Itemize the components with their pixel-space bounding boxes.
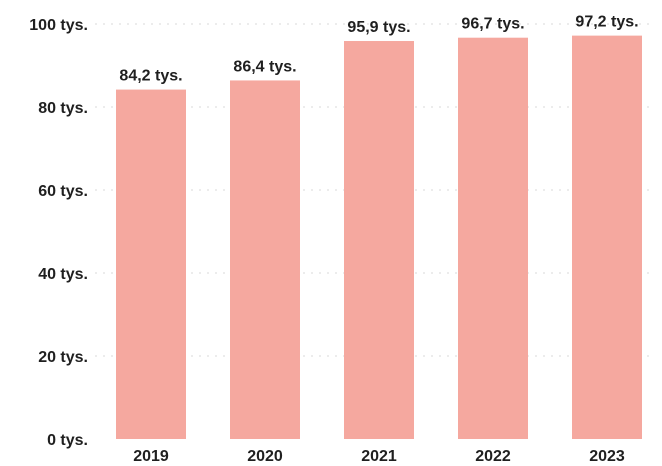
y-tick-label: 0 tys. xyxy=(47,432,88,449)
bar-2023 xyxy=(572,35,642,440)
bar-2021 xyxy=(344,41,414,439)
y-tick-label: 20 tys. xyxy=(38,349,88,366)
y-tick-label: 40 tys. xyxy=(38,266,88,283)
data-label-2019: 84,2 tys. xyxy=(119,68,182,85)
x-tick-label-2023: 2023 xyxy=(589,448,625,465)
data-label-2021: 95,9 tys. xyxy=(347,19,410,36)
y-axis: 0 tys. 20 tys. 40 tys. 60 tys. 80 tys. 100 ty… xyxy=(29,17,88,449)
data-label-2023: 97,2 tys. xyxy=(575,14,638,31)
bar-2019 xyxy=(116,89,186,439)
data-labels: 84,2 tys. 86,4 tys. 95,9 tys. 96,7 tys. 97,2… xyxy=(119,14,638,85)
bars xyxy=(116,35,642,440)
x-tick-label-2019: 2019 xyxy=(133,448,169,465)
bar-2020 xyxy=(230,80,300,439)
x-tick-label-2021: 2021 xyxy=(361,448,397,465)
y-tick-label: 60 tys. xyxy=(38,183,88,200)
y-tick-label: 100 tys. xyxy=(29,17,88,34)
data-label-2020: 86,4 tys. xyxy=(233,58,296,75)
x-tick-label-2022: 2022 xyxy=(475,448,511,465)
data-label-2022: 96,7 tys. xyxy=(461,16,524,33)
y-tick-label: 80 tys. xyxy=(38,100,88,117)
bar-2022 xyxy=(458,37,528,439)
x-axis: 2019 2020 2021 2022 2023 xyxy=(133,448,625,465)
x-tick-label-2020: 2020 xyxy=(247,448,283,465)
